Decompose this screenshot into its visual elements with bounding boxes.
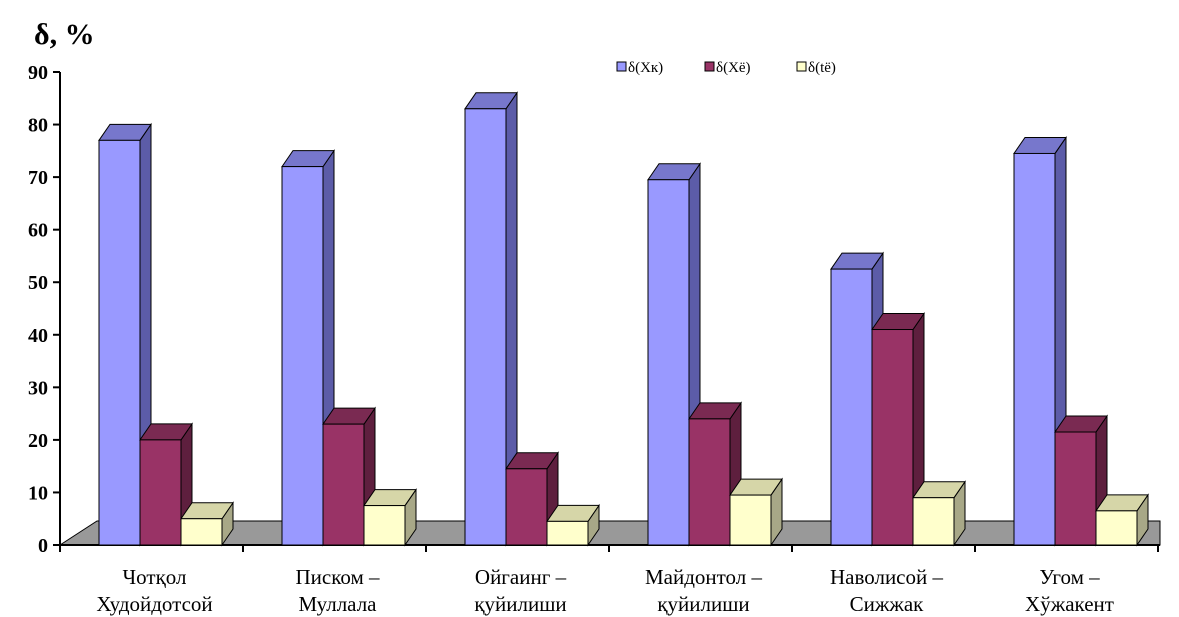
x-tick-label: Наволисой – Сижжак: [830, 565, 944, 616]
bar: [871, 311, 925, 547]
legend-entry: δ(Xк): [616, 60, 663, 76]
bar-front: [281, 166, 324, 546]
bar-front: [98, 139, 141, 546]
bar-front: [139, 439, 182, 546]
bar-front: [180, 518, 223, 546]
y-tick-label: 20: [28, 430, 48, 452]
y-tick-label: 60: [28, 220, 48, 242]
bar-front: [688, 418, 731, 546]
legend-label: δ(Xё): [716, 60, 751, 76]
y-tick-label: 10: [28, 482, 48, 504]
x-tick-label: Угом – Хўжакент: [1025, 565, 1114, 616]
bar-front: [505, 468, 548, 546]
bar-front: [1054, 431, 1097, 546]
bar-front: [830, 268, 873, 546]
bar: [729, 477, 783, 547]
legend-swatch: [704, 61, 715, 72]
bar: [912, 480, 966, 547]
bar: [546, 503, 600, 547]
legend-label: δ(Xк): [628, 60, 663, 76]
bar-front: [1095, 510, 1138, 546]
y-tick-label: 30: [28, 377, 48, 399]
bar-front: [871, 329, 914, 546]
bar: [464, 91, 518, 547]
y-tick-label: 0: [38, 535, 48, 557]
y-axis-label: δ, %: [34, 18, 95, 51]
x-tick-label: Майдонтол – қуйилиши: [645, 565, 763, 616]
legend-entry: δ(tё): [796, 60, 836, 76]
bar: [1095, 493, 1149, 547]
bar-front: [1013, 152, 1056, 546]
bar-front: [322, 423, 365, 546]
bar-front: [912, 497, 955, 546]
y-tick-label: 90: [28, 62, 48, 84]
legend-swatch: [616, 61, 627, 72]
legend-entry: δ(Xё): [704, 60, 751, 76]
bar-front: [647, 179, 690, 546]
x-tick-label: Писком – Муллала: [296, 565, 381, 616]
bar: [505, 451, 559, 547]
bar-front: [546, 520, 589, 546]
bar: [180, 501, 234, 547]
y-tick-label: 40: [28, 325, 48, 347]
x-tick-label: Чотқол Худойдотсой: [96, 565, 212, 616]
x-tick-label: Ойгаинг – қуйилиши: [474, 565, 566, 616]
legend-swatch: [796, 61, 807, 72]
y-tick-label: 70: [28, 167, 48, 189]
y-tick-label: 50: [28, 272, 48, 294]
bar: [363, 487, 417, 547]
bar-front: [363, 505, 406, 546]
bar: [688, 401, 742, 547]
bar-front: [464, 108, 507, 546]
legend-label: δ(tё): [808, 60, 836, 76]
y-tick-label: 80: [28, 115, 48, 137]
bar-front: [729, 494, 772, 546]
